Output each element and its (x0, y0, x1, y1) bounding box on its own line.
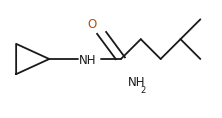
Text: 2: 2 (141, 86, 146, 95)
Text: NH: NH (79, 54, 97, 67)
Text: NH: NH (128, 76, 145, 89)
Text: O: O (88, 18, 97, 31)
